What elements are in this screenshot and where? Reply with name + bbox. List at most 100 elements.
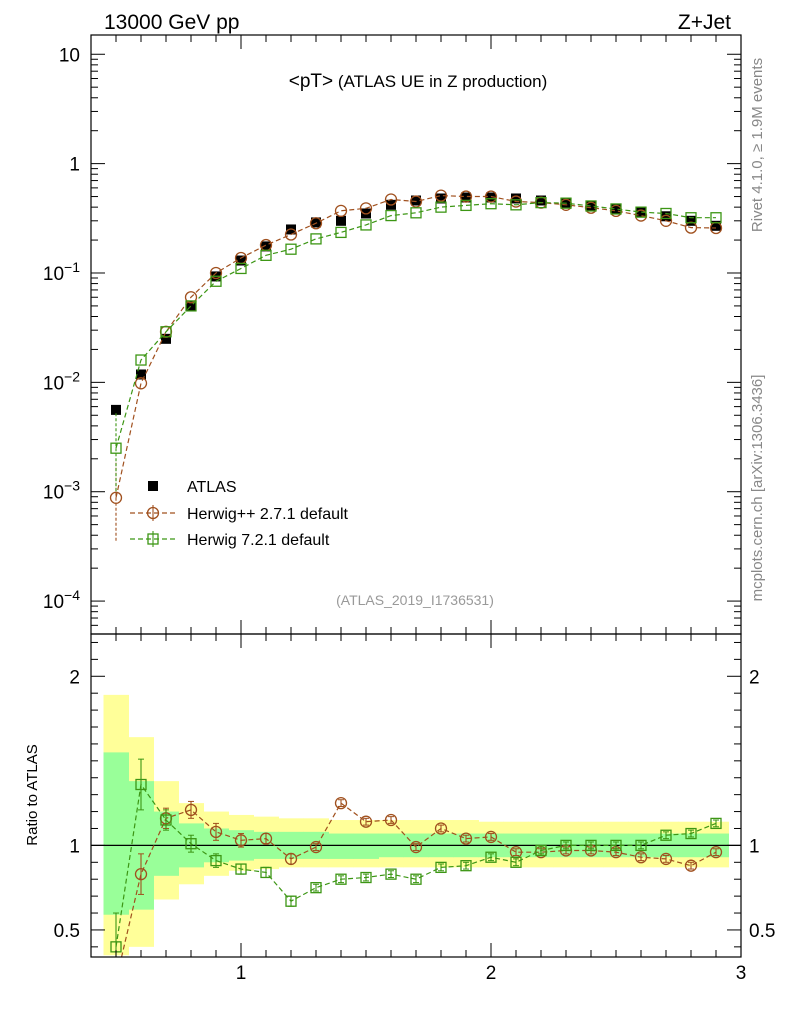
legend-marker-0	[148, 481, 158, 491]
ratio-series-1-point	[610, 839, 622, 852]
series-0-point	[311, 217, 321, 228]
series-2-point	[235, 262, 247, 275]
series-2-point	[460, 199, 472, 212]
series-0-point	[611, 203, 621, 214]
main-ytick-label-base: 1	[69, 155, 80, 176]
ratio-series-1-point	[335, 873, 347, 885]
series-1-point	[309, 217, 323, 230]
ratio-green-band-bin	[353, 833, 379, 859]
legend-label-1: Herwig++ 2.7.1 default	[187, 506, 349, 523]
header-left: 13000 GeV pp	[104, 11, 239, 34]
series-2-point	[385, 209, 397, 222]
series-0-point	[411, 195, 421, 206]
series-1-point	[459, 190, 473, 203]
series-1-point	[209, 266, 223, 280]
ratio-series-0-point	[409, 840, 423, 854]
series-0-point	[111, 404, 121, 415]
xtick-label: 2	[486, 963, 497, 984]
ratio-series-1-point	[310, 882, 322, 894]
ratio-series-0-point	[184, 803, 198, 817]
watermark: (ATLAS_2019_I1736531)	[336, 592, 494, 608]
series-2-point	[285, 243, 297, 255]
ratio-bands	[91, 694, 741, 956]
series-0-point	[236, 255, 246, 266]
main-ytick-label-base: 10	[59, 45, 80, 66]
series-2-point	[635, 206, 647, 218]
ratio-series-1-point	[710, 817, 722, 830]
series-0-point	[536, 195, 546, 206]
series-2-point	[535, 196, 547, 209]
ratio-series-1-point	[385, 868, 397, 880]
mcplots-label: mcplots.cern.ch [arXiv:1306.3436]	[749, 375, 766, 602]
ratio-series-1-point	[535, 844, 547, 857]
series-0-point	[636, 207, 646, 218]
ratio-series-0-point	[134, 867, 148, 881]
main-ytick-label-exp: −2	[64, 368, 80, 384]
main-ytick-label: 10−3	[43, 478, 80, 504]
chart-title-main: <pT>	[289, 71, 333, 92]
series-line-2	[115, 201, 716, 449]
ratio-series-0-point	[384, 813, 398, 827]
header-right: Z+Jet	[678, 11, 731, 34]
ratio-series-0-point	[309, 840, 323, 854]
ratio-ytick-label-right: 2	[749, 667, 760, 688]
ratio-ytick-label-right: 1	[749, 836, 760, 857]
main-ytick-label: 10	[59, 45, 80, 66]
series-0-point	[336, 215, 346, 226]
series-2-point	[485, 198, 497, 210]
ratio-ytick-label-left: 1	[69, 836, 80, 857]
series-2-point	[210, 275, 222, 287]
series-2-point	[710, 212, 722, 224]
chart-title-sub: (ATLAS UE in Z production)	[333, 72, 547, 91]
series-2-point	[410, 207, 422, 219]
series-0-point	[661, 211, 671, 222]
main-ytick-label-exp: −3	[64, 478, 80, 494]
main-ytick-label-base: 10	[43, 592, 64, 613]
series-2-point	[510, 199, 522, 211]
ratio-series-1-point	[460, 860, 472, 872]
ratio-ytick-label-right: 0.5	[749, 921, 775, 942]
series-line-1	[115, 194, 717, 498]
series-0-point	[711, 220, 721, 231]
rivet-label: Rivet 4.1.0, ≥ 1.9M events	[749, 58, 766, 232]
series-0-point	[261, 241, 271, 252]
series-0-point	[436, 193, 446, 204]
ratio-series-1-point	[435, 861, 447, 874]
ratio-series-0-point	[209, 825, 223, 839]
ratio-series	[110, 758, 723, 986]
series-0-point	[186, 300, 196, 311]
series-2-point	[560, 197, 572, 209]
ratio-series-0-point	[111, 975, 122, 986]
main-ytick-label-base: 10	[43, 264, 64, 285]
ratio-series-1-point	[235, 863, 247, 875]
ratio-series-0-point	[284, 852, 298, 866]
ratio-series-1-point	[410, 873, 422, 885]
series-1-point	[334, 204, 348, 217]
legend-marker-1	[146, 506, 160, 520]
main-ytick-label: 10−4	[43, 587, 80, 613]
ratio-series-1-point	[585, 839, 597, 852]
series-2-point	[585, 200, 597, 212]
main-ytick-label-exp: −1	[64, 259, 80, 275]
ratio-ytick-label-left: 0.5	[54, 921, 80, 942]
series-2-point	[110, 442, 122, 454]
series-0-point	[511, 193, 521, 204]
ratio-series-1-point	[135, 778, 147, 791]
ratio-series-0-point	[359, 815, 373, 828]
ratio-series-0-point	[234, 834, 248, 847]
main-ytick-label-base: 10	[43, 373, 64, 394]
chart-title: <pT> (ATLAS UE in Z production)	[289, 71, 548, 92]
series-1-point	[134, 377, 148, 390]
xtick-label: 1	[236, 963, 247, 984]
series-1-point	[184, 291, 198, 304]
series-2-point	[435, 201, 447, 213]
legend-label-2: Herwig 7.2.1 default	[187, 532, 330, 549]
main-series	[109, 189, 723, 543]
main-ytick-label-exp: −4	[64, 587, 80, 603]
series-0-point	[461, 192, 471, 203]
ratio-series-1-point	[510, 856, 522, 868]
series-1-point	[384, 193, 398, 206]
series-0-point	[161, 333, 171, 344]
